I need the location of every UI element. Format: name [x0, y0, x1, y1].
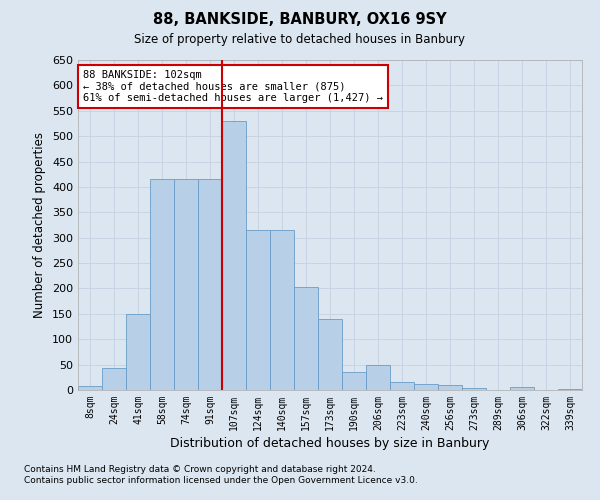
- Bar: [414, 384, 438, 390]
- Text: Contains HM Land Registry data © Crown copyright and database right 2024.: Contains HM Land Registry data © Crown c…: [24, 465, 376, 474]
- Text: 88, BANKSIDE, BANBURY, OX16 9SY: 88, BANKSIDE, BANBURY, OX16 9SY: [153, 12, 447, 28]
- Bar: [438, 386, 462, 390]
- Bar: [126, 314, 150, 390]
- Bar: [78, 386, 102, 390]
- Text: Size of property relative to detached houses in Banbury: Size of property relative to detached ho…: [134, 32, 466, 46]
- Bar: [198, 180, 222, 390]
- Bar: [390, 382, 414, 390]
- Bar: [270, 230, 294, 390]
- Bar: [462, 388, 486, 390]
- Bar: [246, 230, 270, 390]
- Bar: [366, 365, 390, 390]
- Bar: [510, 388, 534, 390]
- Bar: [294, 288, 318, 390]
- Bar: [174, 180, 198, 390]
- X-axis label: Distribution of detached houses by size in Banbury: Distribution of detached houses by size …: [170, 437, 490, 450]
- Bar: [150, 180, 174, 390]
- Bar: [222, 121, 246, 390]
- Bar: [318, 319, 342, 390]
- Bar: [102, 368, 126, 390]
- Y-axis label: Number of detached properties: Number of detached properties: [34, 132, 46, 318]
- Bar: [342, 372, 366, 390]
- Text: 88 BANKSIDE: 102sqm
← 38% of detached houses are smaller (875)
61% of semi-detac: 88 BANKSIDE: 102sqm ← 38% of detached ho…: [83, 70, 383, 103]
- Text: Contains public sector information licensed under the Open Government Licence v3: Contains public sector information licen…: [24, 476, 418, 485]
